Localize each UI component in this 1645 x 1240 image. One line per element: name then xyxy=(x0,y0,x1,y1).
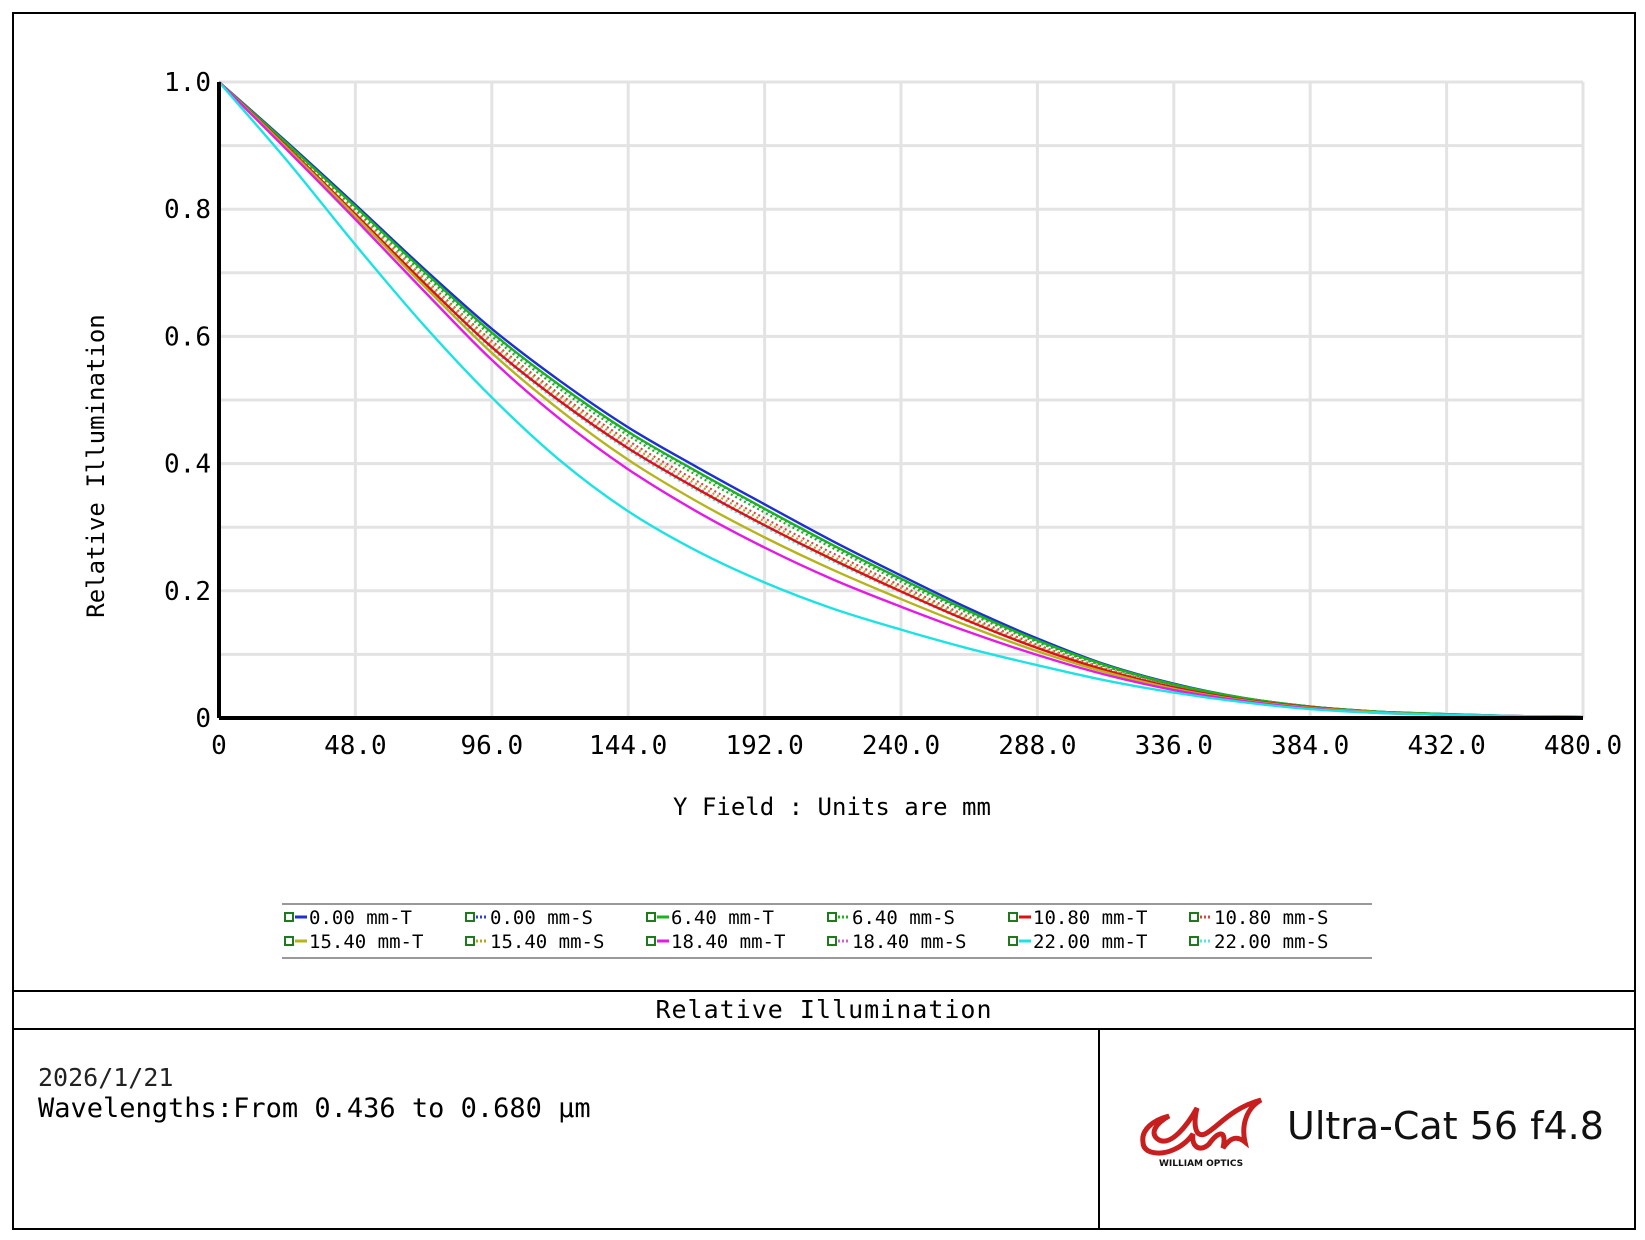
x-tick-label: 144.0 xyxy=(589,731,667,761)
legend-marker xyxy=(827,912,837,922)
x-tick-label: 192.0 xyxy=(725,731,803,761)
legend-marker xyxy=(646,936,656,946)
legend-marker xyxy=(284,936,294,946)
legend-marker xyxy=(465,912,475,922)
series-line-22-00-mm-t xyxy=(218,81,1584,718)
legend-label: 18.40 mm-S xyxy=(852,931,966,953)
legend-label: 18.40 mm-T xyxy=(671,931,785,953)
x-tick-label: 0 xyxy=(211,731,227,761)
y-tick-label: 0.4 xyxy=(164,450,211,480)
info-box: 2026/1/21 Wavelengths:From 0.436 to 0.68… xyxy=(38,1062,591,1124)
x-tick-label: 432.0 xyxy=(1407,731,1485,761)
relative-illumination-chart: 0 48.0 96.0 144.0 192.0 240.0 288.0 336.0 384.0 4… xyxy=(82,68,1622,959)
y-axis-title: Relative Illumination xyxy=(82,314,110,617)
series-line-6-40-mm-s xyxy=(218,81,1584,718)
william-optics-logo: WILLIAM OPTICS xyxy=(1140,1097,1263,1169)
x-axis-title: Y Field : Units are mm xyxy=(673,793,991,821)
legend-label: 22.00 mm-T xyxy=(1033,931,1147,953)
legend-marker xyxy=(1008,912,1018,922)
legend-label: 0.00 mm-S xyxy=(490,907,593,929)
logo-lettering: WILLIAM OPTICS xyxy=(1159,1159,1243,1169)
product-name: Ultra-Cat 56 f4.8 xyxy=(1287,1104,1604,1148)
axes xyxy=(217,82,1583,720)
grid xyxy=(217,80,1585,720)
legend-label: 10.80 mm-T xyxy=(1033,907,1147,929)
date-text: 2026/1/21 xyxy=(38,1063,174,1092)
series-group xyxy=(218,81,1584,718)
legend-marker xyxy=(646,912,656,922)
legend-label: 10.80 mm-S xyxy=(1214,907,1328,929)
y-tick-label: 0.6 xyxy=(164,322,211,352)
x-tick-label: 48.0 xyxy=(324,731,387,761)
legend-marker xyxy=(827,936,837,946)
legend-marker xyxy=(1008,936,1018,946)
legend-label: 22.00 mm-S xyxy=(1214,931,1328,953)
wavelengths-text: Wavelengths:From 0.436 to 0.680 μm xyxy=(38,1093,591,1124)
plot-frame xyxy=(12,12,1636,1230)
footer-divider xyxy=(1098,1030,1100,1230)
chart-title: Relative Illumination xyxy=(12,990,1636,1030)
x-tick-label: 240.0 xyxy=(862,731,940,761)
legend-marker xyxy=(1189,912,1199,922)
legend-marker xyxy=(465,936,475,946)
legend-marker xyxy=(284,912,294,922)
y-tick-label: 0.2 xyxy=(164,577,211,607)
legend-label: 15.40 mm-T xyxy=(309,931,423,953)
x-tick-label: 96.0 xyxy=(460,731,523,761)
legend: 0.00 mm-T 0.00 mm-S 6.40 mm-T 6.40 mm-S 10.8… xyxy=(282,903,1372,959)
x-tick-label: 384.0 xyxy=(1271,731,1349,761)
x-tick-label: 336.0 xyxy=(1135,731,1213,761)
y-tick-label: 0 xyxy=(195,704,211,734)
legend-label: 15.40 mm-S xyxy=(490,931,604,953)
legend-marker xyxy=(1189,936,1199,946)
brand-block: WILLIAM OPTICS Ultra-Cat 56 f4.8 xyxy=(1135,1090,1635,1180)
legend-label: 0.00 mm-T xyxy=(309,907,412,929)
tick-labels: 0 48.0 96.0 144.0 192.0 240.0 288.0 336.0 384.0 4… xyxy=(164,68,1622,761)
x-tick-label: 480.0 xyxy=(1544,731,1622,761)
y-tick-label: 0.8 xyxy=(164,195,211,225)
legend-label: 6.40 mm-T xyxy=(671,907,774,929)
y-tick-label: 1.0 xyxy=(164,68,211,98)
x-tick-label: 288.0 xyxy=(998,731,1076,761)
legend-label: 6.40 mm-S xyxy=(852,907,955,929)
